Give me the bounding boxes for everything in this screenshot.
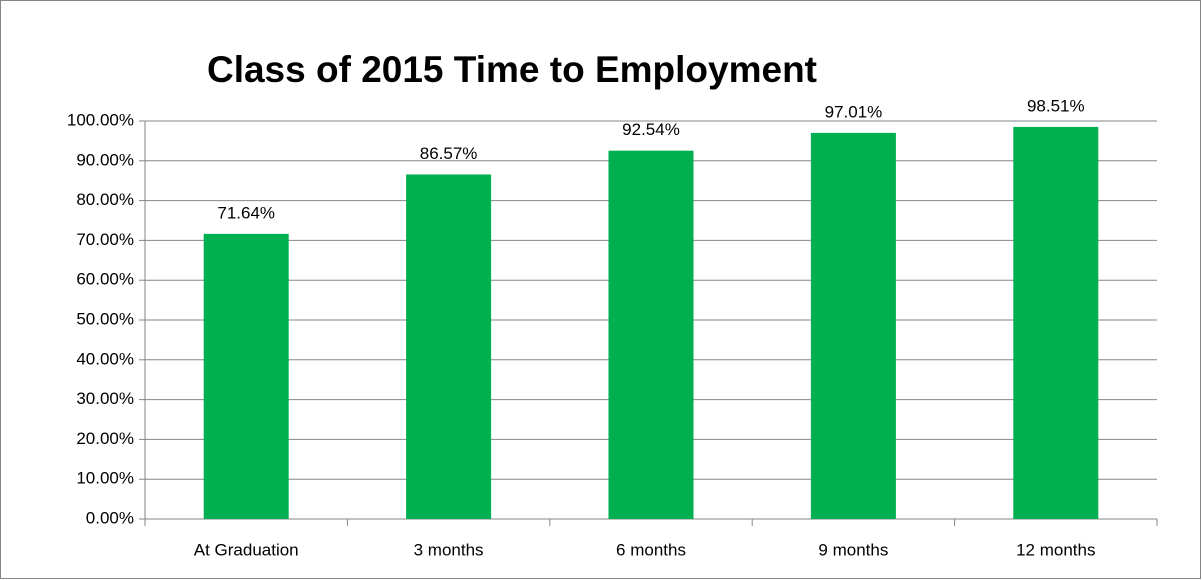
- bar: [1013, 126, 1099, 519]
- y-tick-label: 30.00%: [76, 389, 134, 408]
- bar: [810, 132, 896, 519]
- data-label: 92.54%: [622, 120, 680, 139]
- x-tick-label: 9 months: [818, 540, 888, 559]
- data-label: 71.64%: [217, 203, 275, 222]
- y-tick-label: 20.00%: [76, 429, 134, 448]
- y-tick-label: 80.00%: [76, 190, 134, 209]
- data-label: 86.57%: [420, 144, 478, 163]
- y-tick-label: 90.00%: [76, 150, 134, 169]
- bar: [203, 233, 289, 519]
- data-label: 98.51%: [1027, 96, 1085, 115]
- y-tick-label: 10.00%: [76, 469, 134, 488]
- x-tick-label: 6 months: [616, 540, 686, 559]
- y-tick-label: 0.00%: [86, 508, 134, 527]
- bar: [406, 174, 492, 519]
- x-tick-label: At Graduation: [194, 540, 299, 559]
- x-tick-label: 3 months: [414, 540, 484, 559]
- y-tick-label: 100.00%: [67, 110, 134, 129]
- bar: [608, 150, 694, 519]
- y-tick-label: 50.00%: [76, 309, 134, 328]
- y-tick-label: 70.00%: [76, 230, 134, 249]
- y-tick-label: 60.00%: [76, 270, 134, 289]
- data-label: 97.01%: [825, 102, 883, 121]
- chart-title: Class of 2015 Time to Employment: [207, 49, 817, 90]
- y-tick-label: 40.00%: [76, 349, 134, 368]
- x-tick-label: 12 months: [1016, 540, 1095, 559]
